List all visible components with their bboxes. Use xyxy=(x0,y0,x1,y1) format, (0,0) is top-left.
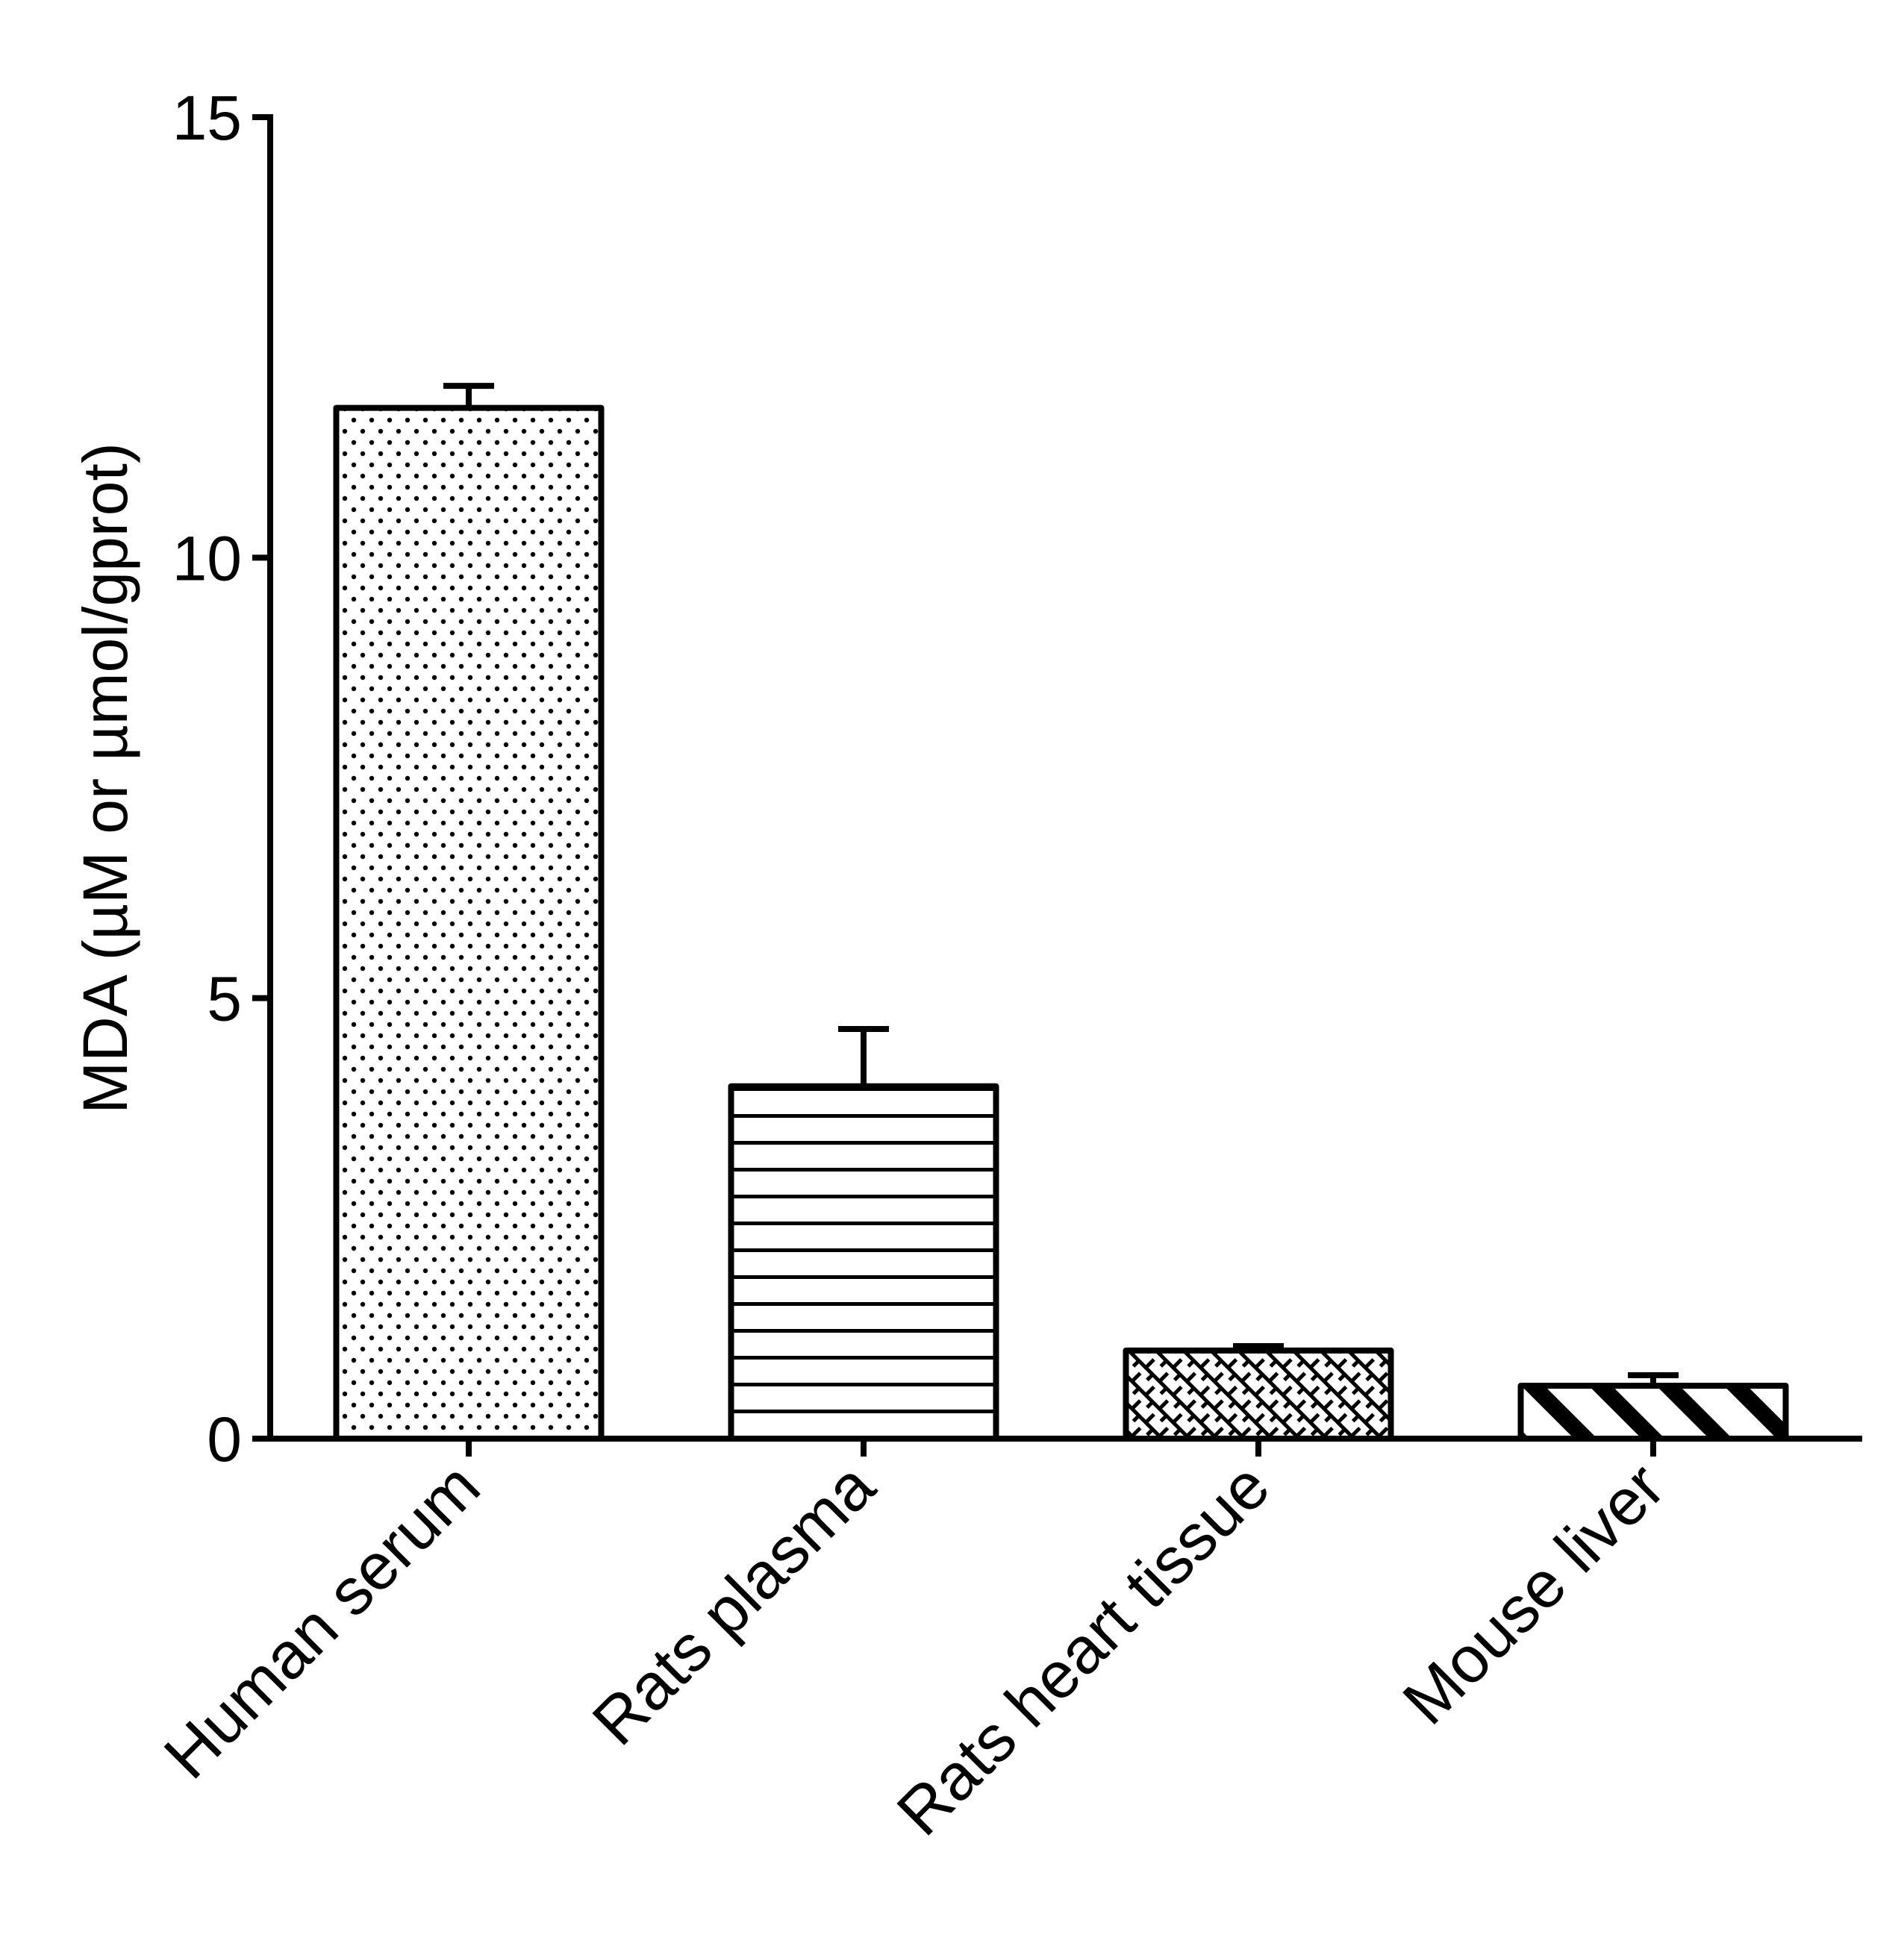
bar-rats-plasma xyxy=(728,1083,999,1442)
y-axis-title: MDA (µM or µmol/gprot) xyxy=(70,442,140,1114)
y-tick-label-5: 5 xyxy=(207,964,242,1034)
y-tick-label-10: 10 xyxy=(172,523,242,593)
y-tick-label-0: 0 xyxy=(207,1404,242,1474)
bar-rats-heart-tissue xyxy=(1123,1347,1394,1442)
x-tick-label-rats-plasma: Rats plasma xyxy=(578,1448,889,1759)
axes-layer xyxy=(252,114,1862,1457)
y-tick-label-15: 15 xyxy=(172,83,242,153)
x-tick-label-mouse-liver: Mouse liver xyxy=(1388,1448,1678,1738)
x-tick-label-human-serum: Human serum xyxy=(150,1448,494,1792)
bar-human-serum xyxy=(333,404,605,1442)
bar-mouse-liver xyxy=(1517,1383,1789,1442)
bars-layer xyxy=(333,383,1789,1442)
x-tick-label-rats-heart-tissue: Rats heart tissue xyxy=(883,1448,1284,1849)
